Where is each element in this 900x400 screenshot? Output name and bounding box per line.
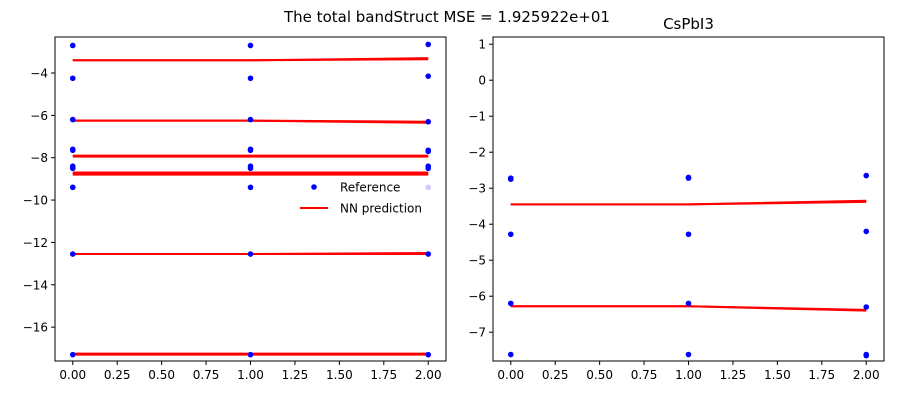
left-plot-axes: 0.00 0.25 0.50 0.75 1.00 1.25 1.50 1.75 2.00 −16 −… (23, 36, 447, 382)
reference-point (69, 42, 76, 49)
reference-point (247, 75, 254, 82)
reference-point (425, 251, 432, 257)
x-tick-label: 1.25 (282, 368, 309, 382)
reference-point (69, 351, 76, 358)
reference-point (863, 172, 870, 179)
reference-point (425, 118, 432, 125)
y-tick-label: −8 (30, 151, 48, 165)
reference-point (685, 231, 692, 238)
y-tick-label: −16 (23, 321, 48, 335)
x-tick-label: 0.50 (586, 368, 613, 382)
reference-point (69, 116, 76, 123)
reference-point (425, 351, 432, 358)
x-tick-label: 0.25 (542, 368, 569, 382)
reference-point (69, 251, 76, 257)
legend: Reference NN prediction (296, 176, 438, 220)
x-tick-label: 1.00 (675, 368, 702, 382)
y-tick-label: −4 (468, 218, 486, 232)
y-tick-label: −12 (23, 236, 48, 250)
reference-point (685, 351, 692, 358)
x-tick-label: 0.75 (193, 368, 220, 382)
reference-point (863, 304, 870, 310)
y-tick-label: −1 (468, 110, 486, 124)
reference-point (425, 165, 432, 172)
legend-box (296, 176, 438, 220)
reference-point (69, 147, 76, 154)
reference-point (247, 251, 254, 257)
legend-marker-reference (311, 184, 317, 190)
reference-point (507, 351, 514, 358)
reference-point (507, 231, 514, 238)
x-tick-label: 1.25 (720, 368, 747, 382)
x-tick-label: 0.00 (59, 368, 86, 382)
reference-point (425, 73, 432, 79)
y-tick-label: 1 (478, 38, 486, 52)
reference-point (247, 184, 254, 191)
y-tick-label: 0 (478, 74, 486, 88)
y-tick-label: −14 (23, 278, 48, 292)
prediction-line (510, 305, 867, 311)
reference-point (685, 300, 692, 307)
y-tick-label: −6 (30, 109, 48, 123)
x-tick-label: 2.00 (853, 368, 880, 382)
x-tick-label: 0.25 (104, 368, 131, 382)
x-tick-label: 0.75 (631, 368, 658, 382)
right-plot-axes: 0.00 0.25 0.50 0.75 1.00 1.25 1.50 1.75 2.00 −7 −6… (468, 15, 885, 382)
reference-point (69, 165, 76, 172)
x-tick-label: 1.75 (808, 368, 835, 382)
legend-label: Reference (340, 181, 400, 195)
legend-label: NN prediction (340, 202, 422, 216)
y-tick-label: −10 (23, 194, 48, 208)
y-tick-label: −5 (468, 254, 486, 268)
x-tick-label: 1.50 (326, 368, 353, 382)
reference-point (247, 42, 254, 49)
reference-point (425, 41, 432, 48)
y-tick-label: −3 (468, 182, 486, 196)
prediction-line (72, 58, 429, 62)
reference-point (863, 228, 870, 235)
x-tick-label: 0.00 (497, 368, 524, 382)
prediction-line (510, 200, 867, 206)
reference-point (507, 300, 514, 307)
reference-point (247, 351, 254, 358)
reference-point (247, 147, 254, 154)
reference-point (685, 175, 692, 181)
reference-point (247, 116, 254, 123)
x-tick-label: 0.50 (148, 368, 175, 382)
reference-point (425, 148, 432, 155)
y-tick-label: −6 (468, 290, 486, 304)
x-tick-label: 1.00 (237, 368, 264, 382)
axes-title: CsPbI3 (663, 15, 714, 33)
reference-point (69, 184, 76, 191)
reference-point (69, 75, 76, 82)
figure-suptitle: The total bandStruct MSE = 1.925922e+01 (283, 8, 610, 26)
x-tick-label: 2.00 (415, 368, 442, 382)
reference-point (863, 352, 870, 359)
x-tick-label: 1.50 (764, 368, 791, 382)
x-tick-label: 1.75 (370, 368, 397, 382)
y-tick-label: −7 (468, 326, 486, 340)
reference-point (247, 165, 254, 172)
y-tick-label: −2 (468, 146, 486, 160)
reference-point (507, 176, 514, 182)
y-tick-label: −4 (30, 67, 48, 81)
